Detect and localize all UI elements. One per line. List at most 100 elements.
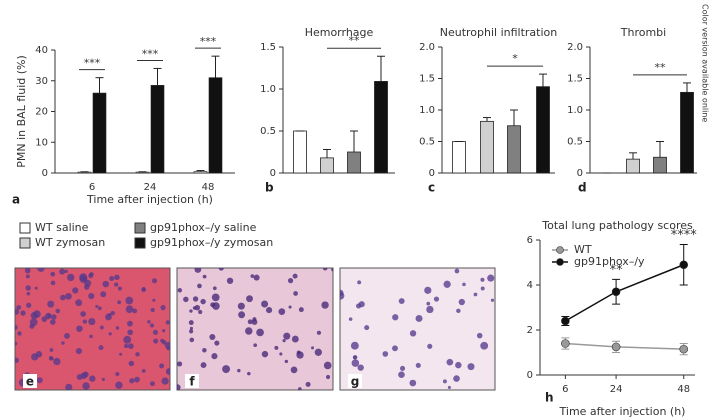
cell [160,338,164,343]
cell [364,325,370,331]
cell [251,319,258,325]
cell [189,309,193,313]
x-tick-label: 24 [610,384,623,395]
legend-label: gp91phox–/y saline [150,221,257,234]
cell [442,379,447,384]
cell [415,362,421,368]
cell [160,305,166,311]
cell [358,301,365,308]
cell [150,381,155,387]
cell [24,268,31,274]
series-line [565,342,684,350]
cell [447,385,451,389]
cell [247,319,253,325]
cell [88,292,95,300]
chart-title: Neutrophil infiltration [440,26,558,39]
y-tick-label: 0 [527,370,533,381]
cell [127,329,134,336]
cell [292,273,298,279]
cell [348,317,353,321]
y-tick-label: 0 [577,168,583,179]
cell [88,273,94,279]
cell [33,310,41,318]
y-tick-label: 1.5 [260,42,276,53]
cell [283,332,291,340]
cell [392,314,399,321]
cell [211,293,220,302]
cell [82,319,88,324]
cell [256,328,264,337]
y-axis-label: PMN in BAL fluid (%) [15,55,28,168]
point [679,344,689,354]
cell [98,345,104,351]
micrograph-f [176,267,334,391]
cell [82,382,90,390]
cell [305,381,311,387]
cell [462,282,466,287]
cell [325,374,331,380]
cell [64,332,70,339]
significance: *** [200,35,217,48]
bar [374,81,388,174]
cell [65,292,72,300]
bar [507,125,521,174]
cell [99,325,104,330]
cell [61,341,65,345]
cell [322,268,328,271]
point [611,342,621,352]
legend-swatch [19,222,31,234]
cell [89,375,96,382]
cell [340,291,345,300]
bar [680,91,694,174]
cell [125,296,134,305]
cell [261,350,269,358]
panel-label: c [428,181,435,195]
legend-swatch [134,222,146,234]
bar [150,85,165,174]
legend-marker [556,246,564,254]
cell [177,288,183,293]
cell [177,384,181,390]
cell [458,298,465,306]
cell [487,274,495,282]
cell [250,274,255,278]
cell [456,308,461,314]
cell [238,311,246,319]
y-tick-label: 0.5 [260,126,276,137]
cell [253,274,260,281]
cell [51,314,57,320]
cell [135,352,140,357]
cell [415,314,423,322]
cell [426,301,431,306]
panel-label: d [578,181,587,195]
cell [246,295,253,303]
cell [293,291,298,296]
cell [480,341,489,350]
cell [117,300,122,305]
cell [287,277,294,284]
cell [115,326,120,330]
cell [476,332,483,339]
cell [316,330,322,335]
cell [162,329,166,333]
cell [409,330,417,337]
panel-label: f [189,375,195,389]
cell [399,365,406,372]
cell [353,355,358,360]
cell [15,308,20,315]
cell [72,287,79,294]
cell [298,307,304,313]
cell [88,317,96,326]
cell [480,286,485,291]
panel-label: g [351,375,360,389]
cell [110,310,115,316]
bar [293,130,307,174]
cell [76,374,83,381]
cell [202,274,207,279]
y-tick-label: 1.0 [419,105,435,116]
cell [274,345,279,350]
cell [409,379,417,387]
y-tick-label: 30 [35,76,48,87]
cell [48,314,52,318]
cell [166,346,170,351]
